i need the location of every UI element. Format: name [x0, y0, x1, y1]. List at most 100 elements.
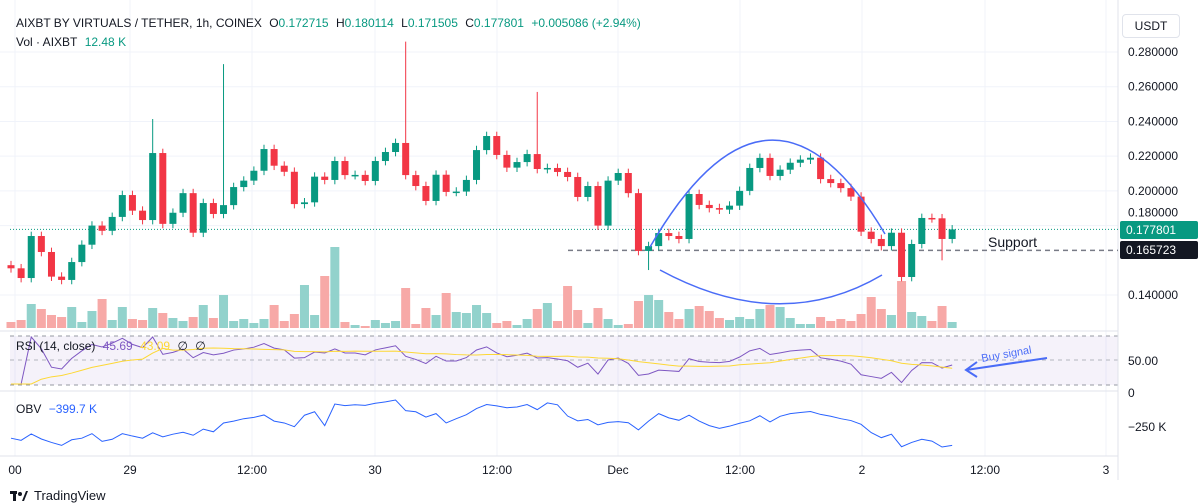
ohlc-close: C0.177801: [465, 16, 524, 30]
volume-bar: [148, 308, 158, 328]
candle-body: [209, 203, 217, 214]
volume-bar: [350, 325, 360, 328]
time-axis-label: 3: [1103, 463, 1110, 477]
volume-legend: Vol · AIXBT 12.48 K: [16, 35, 130, 49]
candle-body: [371, 161, 379, 181]
volume-bar: [16, 320, 26, 328]
volume-bar: [67, 307, 77, 328]
brand-name: TradingView: [34, 488, 106, 503]
volume-bar: [158, 313, 168, 328]
time-axis-label: 29: [123, 463, 137, 477]
support-label[interactable]: Support: [988, 234, 1038, 250]
price-axis-label: 0.140000: [1128, 288, 1178, 302]
arc-top-drawing[interactable]: [649, 139, 886, 248]
candle-body: [37, 236, 45, 252]
candle-body: [58, 276, 66, 280]
volume-bar: [563, 286, 573, 328]
volume-bar: [391, 321, 401, 328]
ohlc-change: +0.005086 (+2.94%): [531, 16, 641, 30]
time-axis-label: 00: [8, 463, 22, 477]
candle-body: [250, 170, 258, 181]
candle-body: [392, 142, 400, 152]
candle-body: [351, 174, 359, 177]
candle-body: [432, 174, 440, 201]
price-axis-label: 0.240000: [1128, 114, 1178, 128]
volume-bar: [178, 321, 188, 328]
volume-bar: [937, 306, 947, 328]
candle-body: [898, 232, 906, 277]
rsi-label: RSI (14, close): [16, 339, 96, 353]
candle-body: [594, 186, 602, 226]
price-axis-label: 0.220000: [1128, 149, 1178, 163]
rsi-extra-2: ∅: [195, 339, 206, 353]
candle-body: [705, 204, 713, 209]
candle-body: [513, 162, 521, 168]
volume-bar: [401, 288, 411, 328]
candle-body: [331, 161, 339, 180]
currency-button[interactable]: USDT: [1122, 14, 1180, 38]
candle-body: [564, 171, 572, 177]
time-axis[interactable]: 00 29 12:00 30 12:00 Dec 12:00 2 12:00 3: [8, 463, 1109, 477]
volume-bar: [816, 317, 826, 328]
rsi-value: 45.69: [102, 339, 133, 353]
candle-body: [280, 165, 288, 172]
candle-body: [756, 157, 764, 168]
volume-bar: [320, 276, 330, 328]
candle-body: [473, 150, 481, 180]
volume-bar: [876, 309, 886, 328]
rsi-legend: RSI (14, close) 45.69 43.09 ∅ ∅: [16, 339, 210, 353]
buy-signal-arrow[interactable]: [964, 357, 1048, 378]
volume-bar: [360, 326, 370, 328]
rsi-extra-1: ∅: [177, 339, 188, 353]
ohlc-open: O0.172715: [269, 16, 329, 30]
candle-body: [98, 225, 106, 231]
volume-bar: [229, 321, 239, 328]
price-axis[interactable]: 0.280000 0.260000 0.240000 0.220000 0.200000…: [1128, 45, 1178, 302]
ohlc-low: L0.171505: [401, 16, 458, 30]
symbol-title: AIXBT BY VIRTUALS / TETHER, 1h, COINEX: [16, 16, 262, 30]
volume-bar: [755, 309, 765, 328]
volume-bar: [472, 305, 482, 328]
candle-body: [17, 268, 25, 279]
candle-body: [27, 236, 35, 279]
time-axis-label: 2: [859, 463, 866, 477]
candle-body: [827, 179, 835, 184]
obv-legend: OBV −399.7 K: [16, 402, 101, 416]
footer-brand[interactable]: TradingView: [10, 488, 106, 503]
candle-body: [806, 157, 814, 160]
last-price-badge: 0.177801: [1120, 221, 1198, 239]
price-axis-label: 0.280000: [1128, 45, 1178, 59]
candle-body: [877, 238, 885, 247]
candle-body: [88, 225, 96, 245]
volume-bar: [866, 297, 876, 328]
candle-body: [462, 179, 470, 192]
candle-body: [726, 205, 734, 210]
candle-body: [695, 194, 703, 205]
candle-body: [918, 217, 926, 245]
candle-body: [270, 149, 278, 166]
candle-body: [300, 202, 308, 205]
arc-bottom-drawing[interactable]: [659, 269, 883, 305]
volume-bar: [633, 301, 643, 328]
volume-bar: [552, 321, 562, 328]
volume-bar: [725, 320, 735, 328]
volume-bar: [380, 323, 390, 328]
volume-bar: [441, 293, 451, 328]
candle-body: [118, 195, 126, 217]
candle-body: [128, 195, 136, 211]
candle-body: [928, 217, 936, 220]
candle-body: [422, 186, 430, 201]
volume-bar: [613, 325, 623, 328]
candle-body: [604, 180, 612, 226]
volume-bar: [583, 323, 593, 328]
time-axis-label: 12:00: [970, 463, 1000, 477]
ohlc-high: H0.180114: [335, 16, 394, 30]
volume-bar: [289, 314, 299, 328]
volume-bar: [370, 320, 380, 328]
candle-body: [584, 186, 592, 197]
volume-bar: [795, 324, 805, 328]
candle-body: [634, 193, 642, 251]
volume-bar: [299, 285, 309, 328]
volume-bar: [492, 323, 502, 328]
